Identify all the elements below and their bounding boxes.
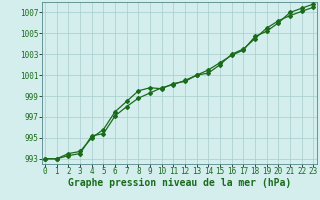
- X-axis label: Graphe pression niveau de la mer (hPa): Graphe pression niveau de la mer (hPa): [68, 178, 291, 188]
